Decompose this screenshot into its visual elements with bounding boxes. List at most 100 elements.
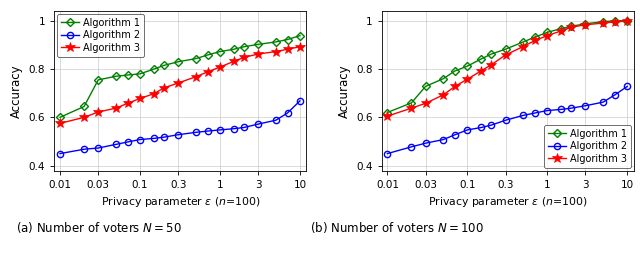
Algorithm 3 — [582, 23, 589, 26]
Algorithm 3 — [623, 20, 631, 23]
Algorithm 3 — [463, 78, 471, 81]
Algorithm 1 — [230, 48, 238, 51]
Algorithm 3 — [192, 75, 200, 78]
Algorithm 2 — [174, 133, 182, 136]
Line: Algorithm 1: Algorithm 1 — [57, 32, 303, 120]
Algorithm 3 — [272, 50, 280, 53]
Algorithm 1 — [557, 27, 565, 30]
Algorithm 3 — [451, 85, 459, 88]
Algorithm 1 — [272, 40, 280, 43]
Algorithm 3 — [230, 60, 238, 63]
Algorithm 2 — [623, 85, 631, 88]
Algorithm 1 — [284, 38, 291, 41]
Algorithm 2 — [272, 119, 280, 122]
Line: Algorithm 2: Algorithm 2 — [384, 83, 630, 157]
Algorithm 1 — [240, 45, 248, 48]
Algorithm 1 — [488, 52, 495, 56]
Algorithm 2 — [611, 93, 619, 97]
Algorithm 1 — [296, 34, 304, 37]
Algorithm 2 — [477, 126, 485, 129]
Algorithm 2 — [502, 119, 509, 122]
Algorithm 3 — [284, 48, 291, 51]
Algorithm 1 — [160, 64, 168, 67]
Algorithm 2 — [94, 146, 102, 150]
Line: Algorithm 3: Algorithm 3 — [383, 16, 632, 121]
Algorithm 3 — [611, 20, 619, 24]
Algorithm 2 — [80, 148, 88, 151]
X-axis label: Privacy parameter $\epsilon$ ($n$=100): Privacy parameter $\epsilon$ ($n$=100) — [100, 195, 260, 209]
Algorithm 1 — [94, 78, 102, 81]
Algorithm 2 — [240, 126, 248, 129]
Line: Algorithm 1: Algorithm 1 — [384, 18, 630, 116]
Algorithm 1 — [408, 101, 415, 104]
Algorithm 2 — [408, 145, 415, 149]
Algorithm 2 — [531, 111, 539, 115]
Algorithm 3 — [383, 114, 391, 118]
Algorithm 1 — [568, 24, 575, 28]
Algorithm 2 — [488, 123, 495, 127]
Algorithm 1 — [463, 64, 471, 68]
Algorithm 1 — [150, 67, 158, 71]
Algorithm 2 — [568, 106, 575, 110]
Algorithm 2 — [56, 152, 64, 155]
Algorithm 1 — [136, 72, 144, 75]
Algorithm 2 — [150, 137, 158, 140]
Algorithm 2 — [160, 136, 168, 139]
Algorithm 3 — [296, 45, 304, 48]
Algorithm 3 — [112, 106, 120, 110]
Algorithm 3 — [502, 53, 509, 57]
Algorithm 3 — [531, 39, 539, 42]
Algorithm 3 — [80, 116, 88, 119]
Algorithm 3 — [124, 102, 131, 105]
Text: (b) Number of voters $N = 100$: (b) Number of voters $N = 100$ — [310, 220, 484, 235]
Algorithm 2 — [254, 122, 262, 126]
Algorithm 3 — [136, 97, 144, 100]
Algorithm 3 — [94, 110, 102, 114]
Algorithm 1 — [477, 57, 485, 60]
Algorithm 1 — [254, 43, 262, 46]
Algorithm 2 — [192, 131, 200, 134]
Algorithm 3 — [216, 65, 224, 69]
Algorithm 3 — [488, 63, 495, 66]
Algorithm 3 — [240, 56, 248, 59]
Algorithm 1 — [192, 57, 200, 60]
Algorithm 1 — [451, 69, 459, 73]
Algorithm 1 — [112, 75, 120, 78]
Algorithm 2 — [600, 100, 607, 104]
Algorithm 1 — [623, 19, 631, 22]
Algorithm 1 — [383, 111, 391, 114]
Text: (a) Number of voters $N = 50$: (a) Number of voters $N = 50$ — [16, 220, 182, 235]
Algorithm 3 — [408, 106, 415, 110]
Algorithm 1 — [204, 53, 211, 57]
Algorithm 1 — [520, 40, 527, 43]
Line: Algorithm 2: Algorithm 2 — [57, 98, 303, 157]
Algorithm 3 — [150, 92, 158, 95]
Algorithm 3 — [422, 102, 429, 105]
Algorithm 1 — [582, 22, 589, 26]
Algorithm 3 — [254, 52, 262, 56]
Algorithm 3 — [557, 29, 565, 32]
Algorithm 2 — [230, 127, 238, 130]
Algorithm 2 — [216, 128, 224, 131]
Algorithm 1 — [611, 19, 619, 23]
Algorithm 1 — [531, 35, 539, 39]
Algorithm 2 — [112, 143, 120, 146]
Algorithm 1 — [216, 50, 224, 53]
Algorithm 3 — [568, 26, 575, 29]
Algorithm 3 — [204, 70, 211, 73]
X-axis label: Privacy parameter $\epsilon$ ($n$=100): Privacy parameter $\epsilon$ ($n$=100) — [428, 195, 588, 209]
Algorithm 2 — [582, 104, 589, 107]
Algorithm 3 — [520, 45, 527, 48]
Algorithm 2 — [422, 142, 429, 145]
Algorithm 2 — [557, 108, 565, 111]
Algorithm 2 — [440, 138, 447, 141]
Algorithm 2 — [204, 130, 211, 133]
Y-axis label: Accuracy: Accuracy — [338, 64, 351, 118]
Line: Algorithm 3: Algorithm 3 — [55, 42, 305, 128]
Algorithm 3 — [160, 86, 168, 89]
Algorithm 1 — [543, 31, 551, 34]
Algorithm 2 — [124, 140, 131, 144]
Algorithm 3 — [56, 122, 64, 125]
Algorithm 2 — [296, 99, 304, 103]
Y-axis label: Accuracy: Accuracy — [10, 64, 23, 118]
